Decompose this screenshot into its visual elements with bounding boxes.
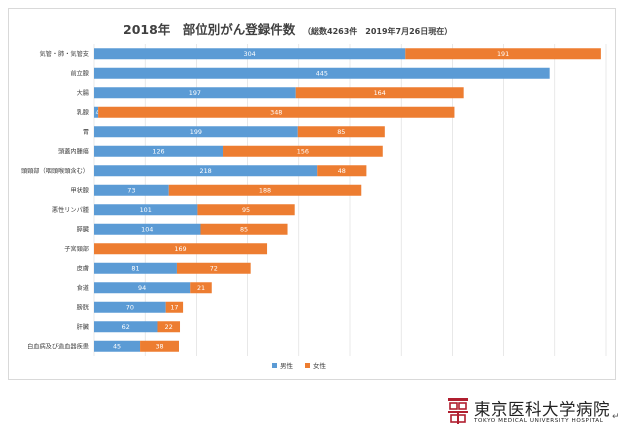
- chart-frame: 2018年 部位別がん登録件数 （総数4263件 2019年7月26日現在） 3…: [8, 8, 616, 380]
- data-label: 38: [155, 343, 163, 351]
- bars: 304 191 445 197 164 4 348 199 85 126 156 218 48 73 188…: [94, 48, 601, 352]
- bar-male: [94, 126, 298, 138]
- category-label: 乳腺: [77, 108, 90, 116]
- data-label: 48: [338, 167, 346, 175]
- bar-male: [94, 67, 550, 79]
- chart-subtitle: （総数4263件 2019年7月26日現在）: [303, 26, 452, 36]
- bar-female: [94, 243, 268, 255]
- legend: 男性 女性: [272, 361, 327, 370]
- data-label: 104: [141, 226, 153, 234]
- legend-swatch-female: [305, 363, 310, 368]
- hospital-name: 東京医科大学病院: [474, 400, 610, 419]
- data-label: 218: [200, 167, 212, 175]
- data-label: 4: [96, 109, 100, 117]
- category-label: 白血病及び造血器疾患: [27, 342, 89, 350]
- bar-female: [200, 223, 288, 235]
- data-label: 45: [113, 343, 121, 351]
- bar-male: [94, 223, 201, 235]
- category-label: 悪性リンパ腫: [52, 206, 89, 214]
- category-label: 頭蓋内腫瘍: [58, 147, 89, 155]
- category-label: 食道: [77, 284, 89, 292]
- legend-label-male: 男性: [280, 361, 294, 370]
- category-label: 大腸: [77, 89, 89, 97]
- bar-female: [140, 340, 179, 352]
- data-label: 94: [138, 284, 146, 292]
- bar-female: [405, 48, 601, 60]
- hospital-logo: 東京医科大学病院 TOKYO MEDICAL UNIVERSITY HOSPIT…: [446, 396, 622, 430]
- bar-male: [94, 204, 198, 216]
- category-label: 胃: [83, 129, 89, 136]
- bar-female: [165, 301, 184, 313]
- data-label: 70: [126, 304, 134, 312]
- chart-title: 2018年 部位別がん登録件数: [123, 22, 296, 37]
- bar-male: [94, 145, 224, 157]
- data-label: 164: [374, 89, 386, 97]
- data-label: 101: [140, 206, 152, 214]
- bar-female: [295, 87, 464, 99]
- data-label: 199: [190, 128, 202, 136]
- data-label: 17: [170, 304, 178, 312]
- bar-male: [94, 340, 141, 352]
- bar-male: [94, 301, 166, 313]
- legend-swatch-male: [272, 363, 277, 368]
- bar-female: [176, 262, 251, 274]
- data-label: 62: [122, 323, 130, 331]
- hospital-emblem-icon: [448, 398, 468, 424]
- bar-chart: 2018年 部位別がん登録件数 （総数4263件 2019年7月26日現在） 3…: [21, 22, 607, 370]
- data-label: 126: [152, 148, 164, 156]
- data-label: 73: [127, 187, 135, 195]
- data-label: 191: [497, 50, 509, 58]
- bar-female: [197, 204, 295, 216]
- bar-female: [157, 321, 181, 333]
- category-label: 膀胱: [77, 303, 89, 311]
- bar-female: [317, 165, 367, 177]
- category-label: 肝臓: [77, 323, 90, 331]
- bar-female: [297, 126, 385, 138]
- data-label: 95: [242, 206, 250, 214]
- bar-female: [168, 184, 362, 196]
- data-label: 21: [197, 284, 205, 292]
- data-label: 156: [297, 148, 309, 156]
- category-label: 前立腺: [70, 69, 89, 77]
- bar-male: [94, 282, 191, 294]
- bar-male: [94, 48, 406, 60]
- data-label: 348: [270, 109, 282, 117]
- data-label: 81: [131, 265, 139, 273]
- hospital-name-english: TOKYO MEDICAL UNIVERSITY HOSPITAL: [474, 418, 604, 424]
- bar-male: [94, 106, 99, 118]
- bar-female: [98, 106, 455, 118]
- category-label: 皮膚: [77, 264, 89, 272]
- data-label: 197: [189, 89, 201, 97]
- data-label: 22: [165, 323, 173, 331]
- data-label: 169: [174, 245, 186, 253]
- category-label: 甲状腺: [70, 186, 89, 194]
- bar-male: [94, 321, 158, 333]
- data-label: 85: [240, 226, 248, 234]
- bar-male: [94, 262, 177, 274]
- category-label: 子宮頸部: [64, 245, 89, 253]
- data-label: 188: [259, 187, 271, 195]
- data-label: 85: [337, 128, 345, 136]
- bar-female: [223, 145, 383, 157]
- bar-male: [94, 184, 169, 196]
- category-label: 膵臓: [77, 225, 90, 233]
- legend-label-female: 女性: [313, 361, 327, 370]
- category-label: 頭頸部（咽頭喉頭含む）: [21, 167, 89, 175]
- bar-male: [94, 87, 296, 99]
- return-mark: ↵: [612, 412, 620, 422]
- bar-male: [94, 165, 318, 177]
- bar-female: [190, 282, 212, 294]
- data-label: 72: [210, 265, 218, 273]
- data-label: 445: [316, 70, 328, 78]
- category-label: 気管・肺・気管支: [40, 50, 90, 58]
- data-label: 304: [244, 50, 256, 58]
